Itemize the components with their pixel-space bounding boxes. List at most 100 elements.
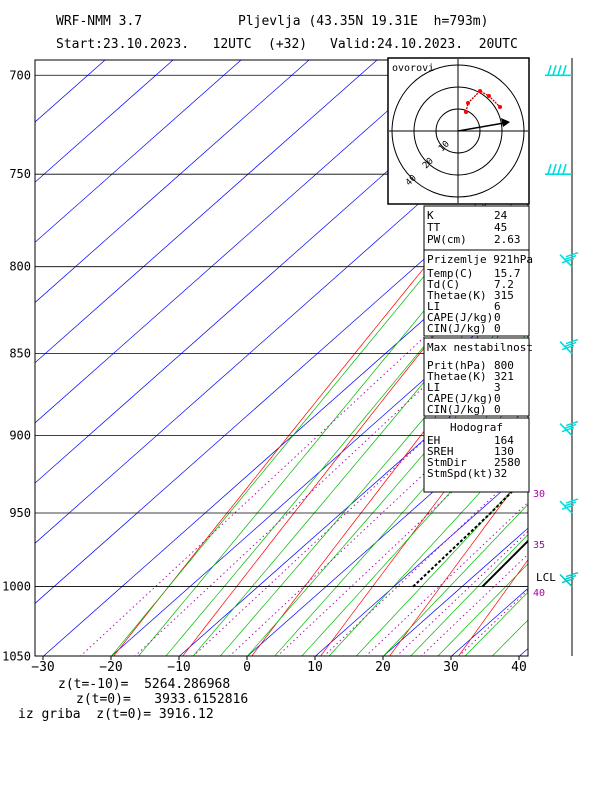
index-value: 2.63 <box>494 233 521 246</box>
wind-barbs <box>545 58 579 656</box>
pressure-tick-label: 1000 <box>2 580 31 594</box>
index-name: EH <box>427 434 440 447</box>
isotherm-line <box>35 60 310 303</box>
index-value: 130 <box>494 445 514 458</box>
mixing-ratio-line <box>134 289 528 656</box>
wind-barb-feather <box>547 65 552 76</box>
index-name: SREH <box>427 445 454 458</box>
wind-barb-feather <box>562 65 567 76</box>
hodograph-point <box>478 89 482 93</box>
index-value: 32 <box>494 467 507 480</box>
valid-time: Valid:24.10.2023. 20UTC <box>330 37 518 52</box>
pressure-tick-label: 700 <box>9 68 31 82</box>
wind-barb-feather <box>552 65 557 76</box>
z-zero-line: z(t=0)= 3933.6152816 <box>76 692 249 707</box>
wind-barb-feather <box>563 501 577 507</box>
wind-barb <box>559 571 579 588</box>
index-name: TT <box>427 221 441 234</box>
moist-adiabat <box>165 219 528 656</box>
lead-time: (+32) <box>268 37 308 52</box>
pressure-tick-label: 900 <box>9 429 31 443</box>
start-time: Start:23.10.2023. 12UTC <box>56 37 252 52</box>
index-name: CIN(J/kg) <box>427 403 487 416</box>
hodograph-title: ovorovi <box>392 63 434 74</box>
index-value: 24 <box>494 209 508 222</box>
mixing-ratio-line <box>365 501 528 656</box>
index-value: 45 <box>494 221 507 234</box>
indices-box <box>423 417 530 493</box>
temperature-tick-label: 0 <box>243 660 251 675</box>
wind-barb-feather <box>552 163 557 175</box>
indices-section-title: Prizemlje 921hPa <box>427 253 533 266</box>
indices-box <box>423 205 530 251</box>
wind-barb-feather <box>563 423 577 430</box>
wind-barb <box>545 163 572 175</box>
wind-barb-feather <box>557 65 562 76</box>
index-value: 0 <box>494 311 501 324</box>
index-name: PW(cm) <box>427 233 467 246</box>
pressure-tick-label: 800 <box>9 260 31 274</box>
index-value: 800 <box>494 359 514 372</box>
index-name: Thetae(K) <box>427 370 487 383</box>
wind-barb-feather <box>561 504 575 510</box>
wind-barb-feather <box>565 252 579 258</box>
wind-barb-feather <box>561 258 575 264</box>
pressure-tick-label: 850 <box>9 347 31 361</box>
hodograph-trace <box>465 90 501 113</box>
temperature-tick-label: −30 <box>31 660 54 675</box>
indices-box <box>423 337 530 417</box>
index-value: 0 <box>494 322 501 335</box>
index-value: 6 <box>494 300 501 313</box>
pressure-tick-label: 950 <box>9 506 31 520</box>
pressure-tick-label: 1050 <box>2 650 31 664</box>
temperature-tick-label: 20 <box>375 660 391 675</box>
axes: 1502002503003504004505005506006507007508… <box>2 68 527 675</box>
wind-barb <box>559 420 579 437</box>
wind-barb-feather <box>561 426 575 433</box>
wind-barb-feather <box>565 498 579 504</box>
index-name: StmDir <box>427 456 467 469</box>
z-grib-line: iz griba z(t=0)= 3916.12 <box>18 707 214 722</box>
theta-e-label: 30 <box>533 489 545 500</box>
index-value: 3 <box>494 381 501 394</box>
wind-barb-feather <box>561 577 575 584</box>
isotherm-line <box>35 60 514 484</box>
isotherm-line <box>519 648 528 656</box>
temperature-tick-label: 30 <box>443 660 459 675</box>
temperature-tick-label: 10 <box>307 660 323 675</box>
hodograph-point <box>487 94 491 98</box>
indices-section-title: Hodograf <box>450 421 503 434</box>
index-name: StmSpd(kt) <box>427 467 493 480</box>
moist-adiabat <box>138 183 528 656</box>
wind-barb <box>559 498 579 514</box>
indices-box <box>423 249 530 337</box>
index-value: 0 <box>494 392 501 405</box>
wind-barb-feather <box>547 163 552 175</box>
index-name: K <box>427 209 434 222</box>
temperature-tick-label: 40 <box>511 660 527 675</box>
indices-panel: K 24 TT 45 PW(cm) 2.63 Prizemlje 921hPaTemp(C)… <box>423 205 533 493</box>
wind-barb-feather <box>565 420 579 427</box>
dry-adiabat <box>527 654 528 656</box>
isotherm-line <box>587 0 600 657</box>
index-name: CAPE(J/kg) <box>427 392 493 405</box>
dry-adiabat <box>596 0 600 657</box>
index-value: 315 <box>494 289 514 302</box>
station-info: Pljevlja (43.35N 19.31E h=793m) <box>238 14 489 29</box>
wind-barb-feather <box>561 344 575 351</box>
wind-barb <box>559 338 579 355</box>
indices-section-title: Max nestabilnost <box>427 341 533 354</box>
index-name: Td(C) <box>427 278 460 291</box>
wind-barb-feather <box>563 341 577 348</box>
pressure-tick-label: 750 <box>9 167 31 181</box>
storm-motion-vector <box>457 122 505 132</box>
hodograph-point <box>466 101 470 105</box>
wind-barb-feather <box>563 574 577 581</box>
hodograph-point <box>498 105 502 109</box>
index-name: Temp(C) <box>427 267 473 280</box>
storm-motion-arrowhead <box>501 118 510 127</box>
isotherm-line <box>35 60 378 364</box>
isotherm-line <box>35 60 446 424</box>
